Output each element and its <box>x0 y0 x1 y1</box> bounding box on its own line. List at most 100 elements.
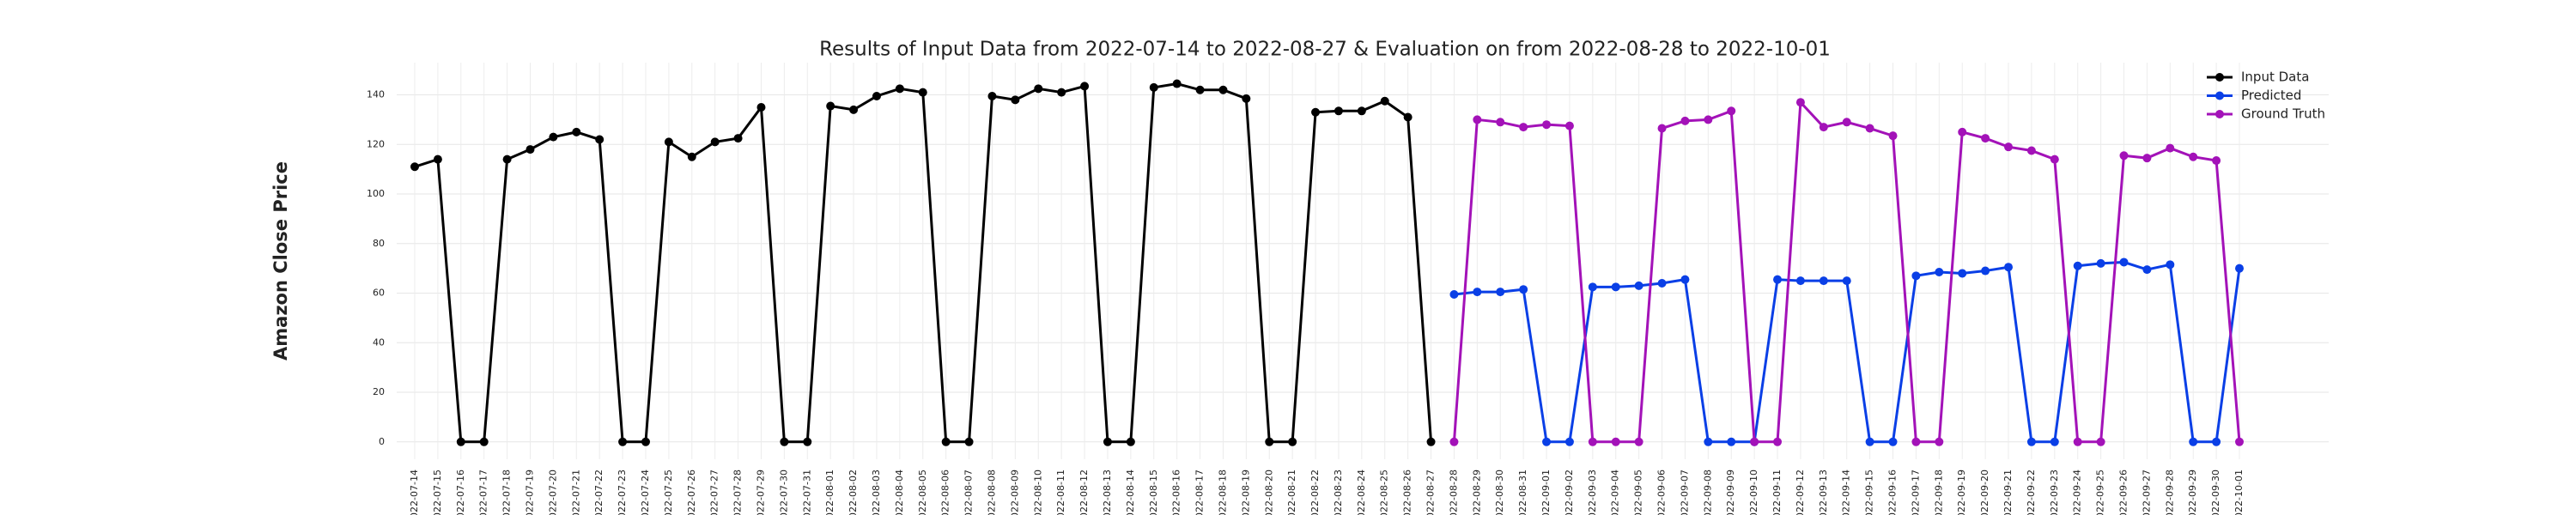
x-tick-label: 2022-09-25 <box>2095 470 2106 515</box>
legend-label: Ground Truth <box>2241 106 2325 122</box>
point <box>456 437 465 446</box>
x-tick-label: 2022-07-30 <box>778 470 789 515</box>
x-tick-label: 2022-08-22 <box>1309 470 1321 515</box>
point <box>1588 437 1597 446</box>
x-tick-label: 2022-08-01 <box>824 470 835 515</box>
x-tick-label: 2022-07-14 <box>409 470 420 515</box>
point <box>1496 288 1505 297</box>
x-tick-label: 2022-08-05 <box>917 470 928 515</box>
point <box>1103 437 1112 446</box>
point <box>2096 258 2105 268</box>
point <box>1473 288 1482 297</box>
point <box>1149 82 1158 92</box>
x-tick-label: 2022-08-10 <box>1032 470 1043 515</box>
y-tick-label: 140 <box>367 89 385 100</box>
point <box>1958 269 1967 278</box>
point <box>1657 124 1667 133</box>
point <box>2212 156 2221 166</box>
x-tick-label: 2022-08-30 <box>1494 470 1505 515</box>
x-tick-label: 2022-08-07 <box>963 470 975 515</box>
point <box>2119 151 2129 161</box>
point <box>803 437 812 446</box>
x-tick-label: 2022-08-29 <box>1471 470 1482 515</box>
point <box>502 154 512 164</box>
point <box>1981 266 1990 276</box>
point <box>1657 278 1667 288</box>
point <box>1958 127 1967 136</box>
point <box>1842 118 1851 127</box>
point <box>1034 84 1043 94</box>
legend-label: Predicted <box>2241 88 2301 103</box>
point <box>2050 154 2059 164</box>
point <box>1265 437 1274 446</box>
x-tick-label: 2022-09-26 <box>2118 470 2129 515</box>
y-tick-label: 0 <box>379 436 385 447</box>
point <box>2189 437 2198 446</box>
x-tick-label: 2022-08-03 <box>871 470 882 515</box>
point <box>1080 82 1090 91</box>
point <box>1819 123 1828 132</box>
x-tick-label: 2022-08-04 <box>894 470 905 515</box>
point <box>479 437 489 446</box>
point <box>641 437 650 446</box>
point <box>1311 107 1321 117</box>
x-tick-label: 2022-09-17 <box>1910 470 1921 515</box>
x-tick-label: 2022-09-23 <box>2049 470 2060 515</box>
x-tick-label: 2022-10-01 <box>2233 470 2245 515</box>
x-tick-label: 2022-09-06 <box>1656 470 1668 515</box>
point <box>1011 95 1020 105</box>
point <box>1449 437 1459 446</box>
point <box>1842 276 1851 286</box>
x-tick-label: 2022-09-03 <box>1587 470 1598 515</box>
x-tick-label: 2022-07-23 <box>617 470 628 515</box>
point <box>1773 437 1783 446</box>
point <box>1680 275 1690 284</box>
x-tick-label: 2022-07-15 <box>432 470 443 515</box>
point <box>756 102 766 112</box>
x-tick-label: 2022-08-18 <box>1217 470 1228 515</box>
point <box>1588 282 1597 292</box>
chart-title: Results of Input Data from 2022-07-14 to… <box>819 39 1831 61</box>
x-tick-label: 2022-09-27 <box>2141 470 2152 515</box>
point <box>1680 116 1690 125</box>
y-tick-label: 80 <box>373 238 385 249</box>
point <box>1496 118 1505 127</box>
point <box>918 88 927 97</box>
x-tick-label: 2022-08-25 <box>1379 470 1390 515</box>
point <box>2050 437 2059 446</box>
x-tick-label: 2022-07-31 <box>801 470 812 515</box>
x-tick-label: 2022-08-17 <box>1194 470 1206 515</box>
x-tick-label: 2022-09-24 <box>2072 470 2083 515</box>
point <box>1542 120 1552 130</box>
point <box>1819 276 1828 286</box>
point <box>2026 146 2036 155</box>
point <box>1403 112 1413 122</box>
point <box>1888 131 1898 141</box>
point <box>1634 437 1643 446</box>
point <box>1218 85 1228 94</box>
x-tick-label: 2022-09-22 <box>2026 470 2037 515</box>
x-tick-label: 2022-09-13 <box>1818 470 1829 515</box>
x-tick-label: 2022-08-23 <box>1333 470 1344 515</box>
point <box>2166 143 2175 153</box>
x-tick-label: 2022-09-01 <box>1540 470 1552 515</box>
x-tick-label: 2022-07-19 <box>524 470 535 515</box>
y-tick-label: 60 <box>373 288 385 299</box>
point <box>687 152 696 161</box>
point <box>849 105 859 114</box>
point <box>1195 85 1205 94</box>
x-tick-label: 2022-07-16 <box>455 470 466 515</box>
point <box>549 132 558 142</box>
x-tick-label: 2022-08-14 <box>1125 470 1136 515</box>
point <box>1357 106 1366 116</box>
x-tick-label: 2022-08-24 <box>1356 470 1367 515</box>
point <box>1704 437 1713 446</box>
point <box>2212 437 2221 446</box>
point <box>1542 437 1552 446</box>
point <box>595 135 605 144</box>
point <box>2142 154 2152 163</box>
point <box>1519 285 1528 294</box>
point <box>572 127 581 136</box>
point <box>1126 437 1135 446</box>
point <box>872 91 881 100</box>
